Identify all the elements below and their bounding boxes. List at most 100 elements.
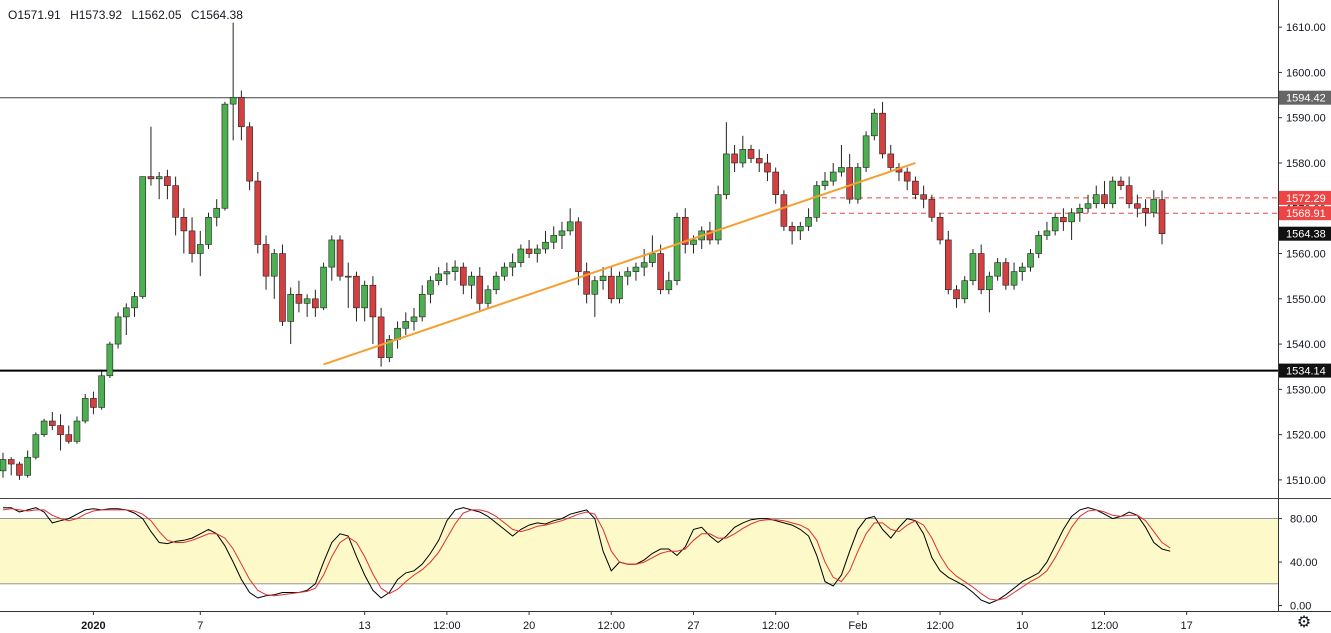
candle-body	[386, 339, 393, 358]
candle-body	[788, 226, 796, 232]
candle	[114, 312, 122, 349]
candle-body	[492, 275, 500, 291]
candle	[1125, 176, 1133, 209]
candle	[238, 90, 245, 141]
ohlc-low: L1562.05	[131, 8, 182, 22]
candle-body	[1150, 198, 1158, 214]
candle-body	[805, 217, 812, 227]
candle-body	[410, 316, 418, 322]
last-price-label-text: 1564.38	[1286, 229, 1326, 241]
candle	[739, 135, 747, 168]
candle	[698, 226, 706, 249]
candle	[805, 208, 812, 231]
candle-body	[303, 298, 311, 304]
candle	[558, 221, 566, 249]
price-tick-label: 1590.00	[1286, 113, 1326, 125]
candle	[903, 167, 911, 191]
candle-body	[747, 149, 755, 159]
candle	[435, 267, 442, 286]
candle-body	[73, 420, 81, 442]
candle	[336, 235, 344, 281]
candle	[764, 153, 771, 182]
candle-body	[1043, 230, 1051, 236]
candle	[1101, 181, 1108, 209]
candle	[1051, 212, 1059, 236]
candle	[1117, 176, 1125, 191]
candle-body	[16, 463, 23, 476]
candle	[1158, 190, 1166, 245]
candle-body	[961, 280, 969, 300]
candle	[262, 235, 270, 290]
candle	[1109, 176, 1116, 209]
candle	[1150, 190, 1158, 218]
candle-body	[1051, 217, 1059, 232]
candle	[846, 153, 853, 204]
candle	[123, 303, 130, 336]
candle-body	[7, 459, 15, 465]
candle-body	[829, 171, 837, 182]
candle	[525, 239, 533, 259]
stochastic-band	[0, 518, 1278, 584]
candle-body	[566, 221, 574, 232]
candle	[797, 221, 804, 240]
candle-body	[320, 266, 327, 309]
candle-body	[673, 217, 681, 281]
price-tick-label: 1550.00	[1286, 294, 1326, 306]
candle-body	[49, 420, 56, 426]
candle-body	[657, 253, 664, 291]
candle-body	[1002, 262, 1010, 286]
candle	[1002, 258, 1010, 290]
candle-body	[550, 235, 558, 243]
candle	[509, 253, 516, 277]
support-price-label-bg	[1279, 363, 1331, 378]
candle	[402, 312, 410, 336]
candle	[131, 292, 138, 317]
candle	[755, 149, 763, 173]
candle-body	[287, 293, 295, 322]
candle	[977, 244, 985, 295]
osc-tick-label: 80.00	[1290, 514, 1318, 526]
candle-body	[213, 207, 221, 218]
date-tick-label: 7	[197, 620, 203, 632]
candle-body	[0, 459, 7, 472]
candle	[1076, 203, 1084, 222]
candle	[353, 271, 360, 322]
candle-body	[616, 275, 623, 300]
candle-body	[295, 293, 303, 304]
candle-body	[879, 112, 886, 155]
candle-body	[131, 296, 138, 309]
candle	[492, 271, 500, 295]
candle-body	[221, 103, 229, 209]
price-tick-label: 1600.00	[1286, 67, 1326, 79]
candle	[517, 244, 525, 268]
candle	[961, 276, 969, 304]
candle-body	[98, 375, 105, 408]
candle-body	[90, 398, 97, 408]
candle	[657, 244, 664, 295]
candle-body	[969, 253, 977, 281]
candle	[460, 262, 467, 295]
candle	[994, 258, 1001, 281]
candle-body	[361, 284, 368, 309]
candle-body	[139, 176, 147, 297]
candle	[772, 167, 779, 204]
candle-body	[1076, 207, 1084, 214]
candle-body	[262, 244, 270, 277]
candle	[542, 230, 549, 254]
support-price-label-text: 1534.14	[1286, 366, 1326, 378]
candle	[714, 185, 722, 245]
gear-icon[interactable]: ⚙	[1296, 614, 1312, 631]
candle-body	[509, 262, 516, 268]
candle-body	[1060, 217, 1067, 223]
candle	[328, 235, 336, 281]
candle	[196, 230, 204, 277]
candle-body	[797, 226, 804, 232]
candle-body	[369, 284, 377, 318]
candle	[731, 144, 738, 173]
candle-body	[813, 185, 821, 218]
candle-body	[1134, 203, 1141, 209]
candle-body	[1125, 185, 1133, 205]
candle-body	[912, 180, 919, 195]
candle-body	[344, 275, 352, 278]
